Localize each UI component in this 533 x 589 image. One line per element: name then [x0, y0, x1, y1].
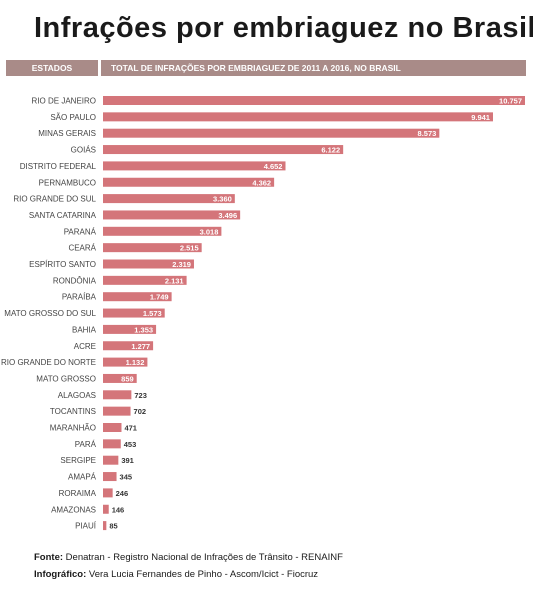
data-label: 1.353	[134, 325, 153, 334]
bar-chart: RIO DE JANEIRO 10.757 SÃO PAULO 9.941 MINAS …	[1, 96, 525, 531]
data-label: 391	[121, 456, 134, 465]
bar	[103, 128, 440, 138]
category-label: SANTA CATARINA	[29, 211, 97, 220]
category-label: PERNAMBUCO	[39, 178, 96, 187]
bar	[103, 341, 154, 351]
data-label: 10.757	[499, 97, 522, 106]
category-label: PARÁ	[75, 440, 97, 449]
bar	[103, 357, 148, 367]
data-label: 1.132	[126, 358, 145, 367]
category-label: BAHIA	[72, 325, 97, 334]
bar	[103, 472, 117, 482]
bar	[103, 243, 202, 253]
bar	[103, 423, 122, 432]
data-label: 859	[121, 374, 134, 383]
category-label: DISTRITO FEDERAL	[20, 162, 97, 171]
bar	[103, 275, 187, 285]
bar	[103, 439, 121, 449]
data-label: 146	[112, 505, 125, 514]
category-label: RIO DE JANEIRO	[32, 97, 96, 106]
category-label: SÃO PAULO	[50, 113, 96, 122]
bar	[103, 324, 157, 334]
bar	[103, 521, 107, 531]
data-label: 9.941	[471, 113, 490, 122]
category-label: RONDÔNIA	[53, 276, 97, 285]
bar	[103, 292, 172, 302]
footer-source-label: Fonte:	[34, 552, 64, 563]
data-label: 4.362	[252, 178, 271, 187]
data-label: 85	[109, 522, 117, 531]
category-label: AMAPÁ	[68, 473, 97, 482]
category-label: AMAZONAS	[51, 505, 96, 514]
category-label: MATO GROSSO DO SUL	[4, 309, 96, 318]
data-label: 723	[134, 391, 147, 400]
category-label: TOCANTINS	[50, 407, 96, 416]
category-label: PIAUÍ	[75, 522, 97, 531]
category-label: MATO GROSSO	[36, 374, 96, 383]
footer-credit: Infográfico: Vera Lucia Fernandes de Pin…	[34, 569, 318, 580]
data-label: 1.277	[131, 342, 150, 351]
category-label: RORAIMA	[59, 489, 97, 498]
bar	[103, 145, 344, 155]
data-label: 3.018	[200, 227, 219, 236]
bar	[103, 96, 525, 105]
bar	[103, 308, 165, 318]
footer-credit-text: Vera Lucia Fernandes de Pinho - Ascom/Ic…	[86, 569, 319, 580]
bar	[103, 226, 222, 236]
data-label: 2.515	[180, 244, 199, 253]
category-label: ALAGOAS	[58, 391, 96, 400]
bar	[103, 504, 109, 514]
data-label: 8.573	[418, 129, 437, 138]
bar	[103, 194, 235, 204]
footer-credit-label: Infográfico:	[34, 569, 87, 580]
data-label: 453	[124, 440, 137, 449]
data-label: 471	[124, 424, 137, 433]
category-label: RIO GRANDE DO SUL	[13, 195, 96, 204]
data-label: 345	[120, 473, 133, 482]
category-label: MINAS GERAIS	[38, 129, 96, 138]
data-label: 2.319	[172, 260, 191, 269]
bar	[103, 161, 286, 171]
bar	[103, 210, 241, 220]
bar	[103, 177, 275, 187]
category-label: RIO GRANDE DO NORTE	[1, 358, 96, 367]
bar	[103, 112, 493, 122]
bar	[103, 373, 137, 383]
footer-source: Fonte: Denatran - Registro Nacional de I…	[34, 552, 343, 563]
category-label: CEARÁ	[68, 244, 96, 253]
category-label: ESPÍRITO SANTO	[29, 260, 96, 269]
header-total: TOTAL DE INFRAÇÕES POR EMBRIAGUEZ DE 201…	[101, 60, 526, 76]
chart-title: Infrações por embriaguez no Brasil	[34, 12, 533, 44]
category-label: PARANÁ	[64, 227, 97, 236]
data-label: 702	[134, 407, 147, 416]
bar	[103, 390, 132, 400]
bar	[103, 455, 119, 465]
bar	[103, 488, 113, 498]
data-label: 3.496	[218, 211, 237, 220]
data-label: 1.573	[143, 309, 162, 318]
data-label: 246	[116, 489, 129, 498]
bar	[103, 406, 131, 416]
category-label: GOIÁS	[71, 146, 96, 155]
header-states: ESTADOS	[6, 60, 98, 76]
data-label: 6.122	[321, 146, 340, 155]
data-label: 2.131	[165, 276, 184, 285]
category-label: MARANHÃO	[50, 424, 96, 433]
footer-source-text: Denatran - Registro Nacional de Infraçõe…	[63, 552, 343, 563]
data-label: 1.749	[150, 293, 169, 302]
data-label: 3.360	[213, 195, 232, 204]
category-label: SERGIPE	[60, 456, 96, 465]
bar	[103, 259, 194, 269]
category-label: ACRE	[74, 342, 96, 351]
category-label: PARAÍBA	[62, 293, 97, 302]
data-label: 4.652	[264, 162, 283, 171]
